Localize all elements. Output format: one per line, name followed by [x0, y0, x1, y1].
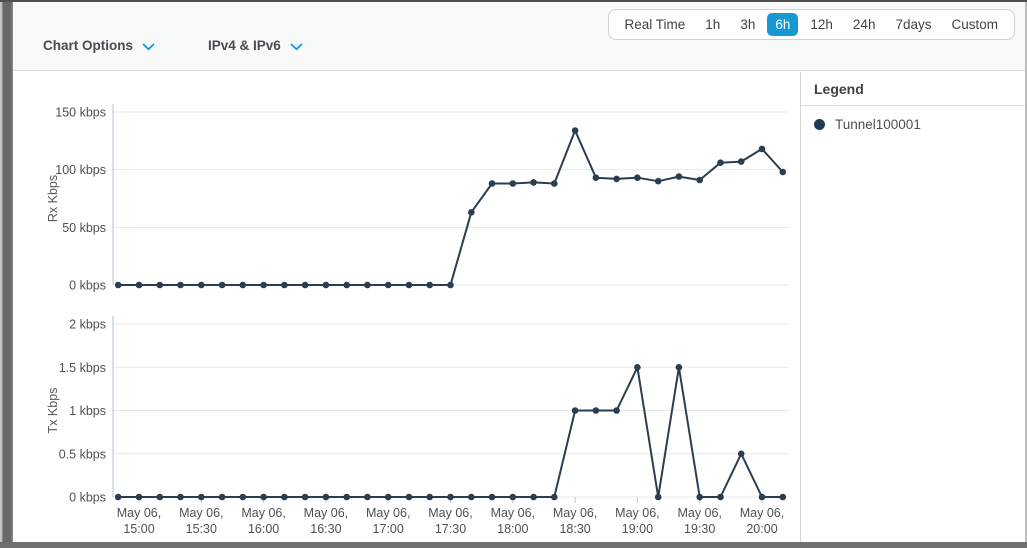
time-range-button-custom[interactable]: Custom [943, 13, 1006, 36]
legend-item-label: Tunnel100001 [835, 117, 921, 132]
svg-text:19:30: 19:30 [684, 522, 715, 536]
window-border-left [0, 0, 13, 548]
svg-text:2 kbps: 2 kbps [69, 318, 106, 332]
time-range-button-12h[interactable]: 12h [802, 13, 841, 36]
svg-text:May 06,: May 06, [615, 506, 659, 520]
time-range-button-6h[interactable]: 6h [767, 13, 799, 36]
svg-text:May 06,: May 06, [117, 506, 161, 520]
chart-toolbar: Chart Options IPv4 & IPv6 Real Time 1h 3h 6… [13, 2, 1025, 71]
svg-text:15:00: 15:00 [123, 522, 154, 536]
svg-text:May 06,: May 06, [428, 506, 472, 520]
legend-items: Tunnel100001 [801, 106, 1027, 143]
window-border-right [1025, 0, 1027, 548]
chart-options-dropdown[interactable]: Chart Options [43, 38, 155, 53]
svg-text:May 06,: May 06, [491, 506, 535, 520]
svg-text:100 kbps: 100 kbps [55, 163, 106, 177]
svg-text:May 06,: May 06, [553, 506, 597, 520]
legend-item[interactable]: Tunnel100001 [801, 106, 1027, 143]
time-range-button-1h[interactable]: 1h [697, 13, 728, 36]
svg-text:16:30: 16:30 [310, 522, 341, 536]
ip-version-filter-label: IPv4 & IPv6 [208, 38, 281, 53]
time-range-button-3h[interactable]: 3h [732, 13, 763, 36]
time-range-button-24h[interactable]: 24h [845, 13, 884, 36]
svg-text:19:00: 19:00 [622, 522, 653, 536]
svg-text:17:00: 17:00 [373, 522, 404, 536]
svg-text:Tx Kbps: Tx Kbps [46, 388, 60, 434]
legend-panel: Legend Tunnel100001 [800, 72, 1027, 542]
svg-text:1.5 kbps: 1.5 kbps [59, 361, 106, 375]
svg-text:150 kbps: 150 kbps [55, 106, 106, 120]
time-range-button-7days[interactable]: 7days [887, 13, 939, 36]
svg-text:50 kbps: 50 kbps [62, 221, 106, 235]
svg-text:0 kbps: 0 kbps [69, 279, 106, 293]
svg-text:18:00: 18:00 [497, 522, 528, 536]
time-range-selector: Real Time 1h 3h 6h 12h 24h 7days Custom [607, 9, 1015, 40]
svg-text:0 kbps: 0 kbps [69, 491, 106, 505]
svg-text:May 06,: May 06, [366, 506, 410, 520]
svg-text:May 06,: May 06, [179, 506, 223, 520]
svg-text:20:00: 20:00 [746, 522, 777, 536]
svg-text:May 06,: May 06, [740, 506, 784, 520]
window-border-top [0, 0, 1027, 2]
legend-title: Legend [801, 72, 1027, 106]
svg-text:May 06,: May 06, [677, 506, 721, 520]
svg-text:1 kbps: 1 kbps [69, 404, 106, 418]
series-color-dot [814, 119, 825, 130]
svg-text:Rx Kbps: Rx Kbps [46, 175, 60, 222]
svg-text:May 06,: May 06, [241, 506, 285, 520]
chart-options-label: Chart Options [43, 38, 133, 53]
svg-text:16:00: 16:00 [248, 522, 279, 536]
svg-text:0.5 kbps: 0.5 kbps [59, 447, 106, 461]
svg-text:17:30: 17:30 [435, 522, 466, 536]
svg-text:15:30: 15:30 [186, 522, 217, 536]
svg-text:18:30: 18:30 [559, 522, 590, 536]
chevron-down-icon [290, 43, 303, 51]
window-border-bottom [0, 542, 1027, 548]
time-range-button-real-time[interactable]: Real Time [617, 13, 694, 36]
chart-card: 0 kbps 50 kbps 100 kbps 150 kbps Rx Kbps 0 kb… [13, 72, 1027, 542]
ip-version-filter-dropdown[interactable]: IPv4 & IPv6 [208, 38, 303, 53]
chevron-down-icon [142, 43, 155, 51]
svg-text:May 06,: May 06, [304, 506, 348, 520]
traffic-charts: 0 kbps 50 kbps 100 kbps 150 kbps Rx Kbps 0 kb… [46, 104, 789, 536]
